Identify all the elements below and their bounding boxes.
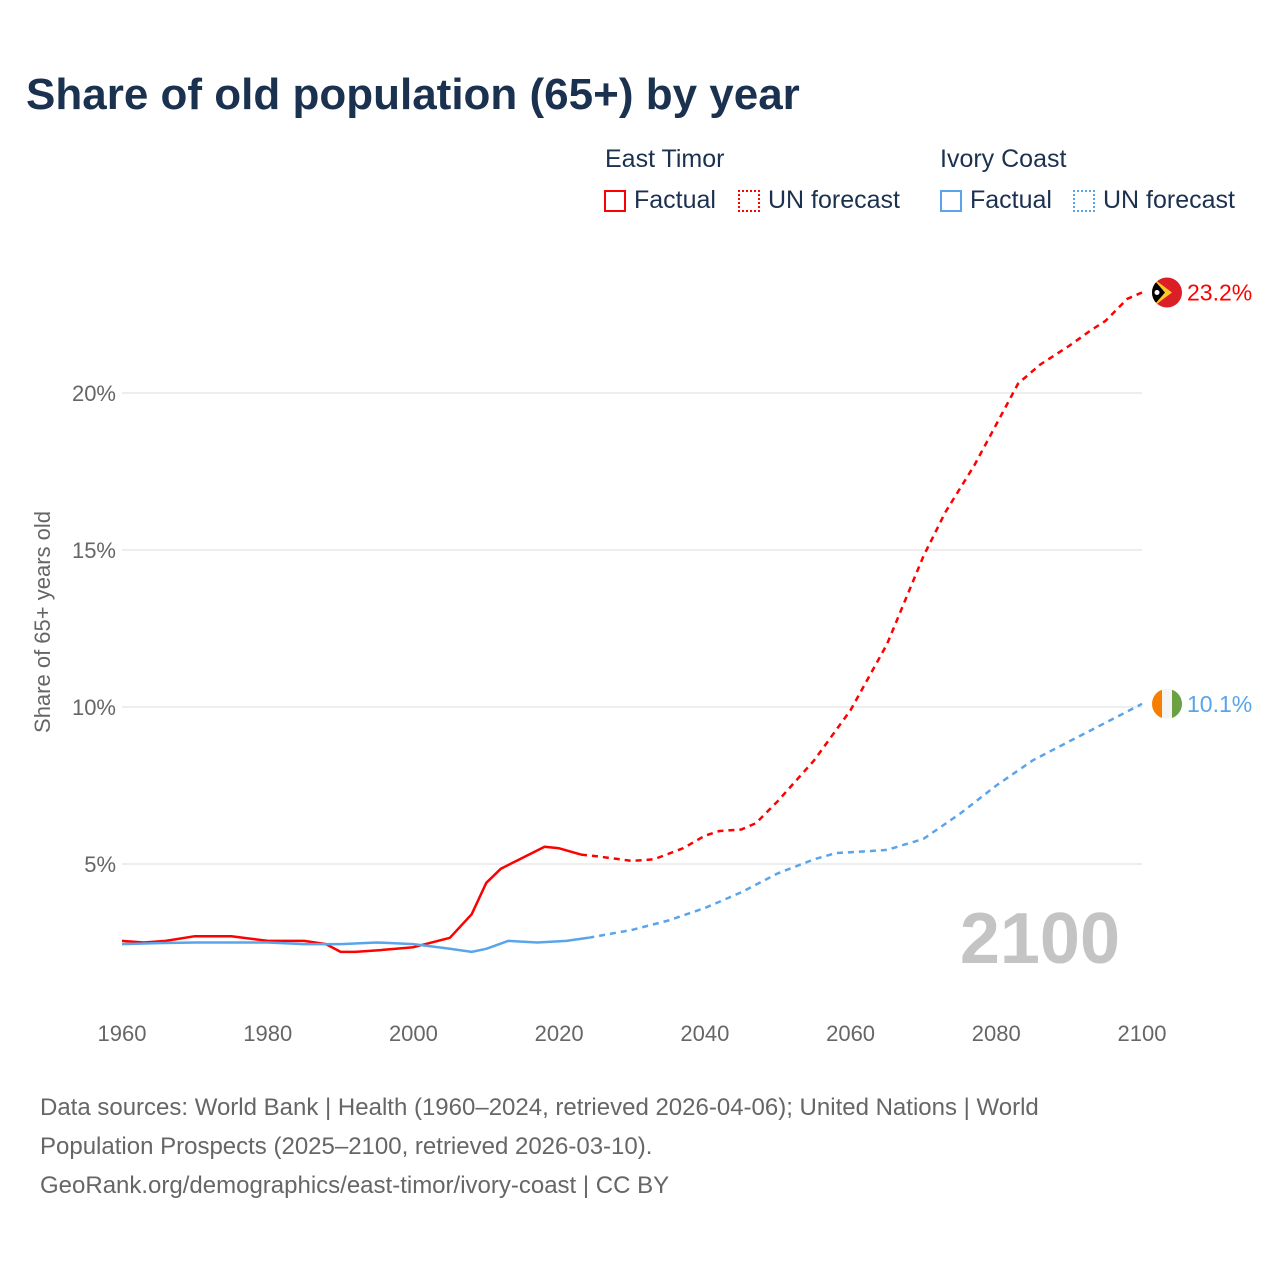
flag-east-timor-icon: [1152, 277, 1182, 308]
legend-group-ivory-coast: Ivory Coast: [940, 145, 1067, 173]
x-tick-label: 1960: [98, 1021, 147, 1046]
flag-green: [1172, 688, 1182, 719]
x-tick-label: 2040: [680, 1021, 729, 1046]
line-ivory-coast-factual: [121, 936, 589, 954]
x-tick-label: 2020: [535, 1021, 584, 1046]
y-tick-label: 5%: [84, 852, 116, 877]
y-tick-label: 10%: [72, 695, 116, 720]
year-watermark: 2100: [960, 899, 1120, 979]
legend-label: Factual: [970, 186, 1052, 214]
flag-ivory-coast-icon: [1152, 688, 1182, 719]
x-tick-label: 2060: [826, 1021, 875, 1046]
legend-ivory-coast-forecast[interactable]: UN forecast: [1073, 186, 1235, 215]
line-ivory-coast-forecast: [588, 702, 1143, 940]
flag-orange: [1152, 688, 1162, 719]
y-tick-label: 20%: [72, 381, 116, 406]
legend-swatch-solid: [604, 189, 626, 212]
legend-group-east-timor: East Timor: [605, 145, 725, 173]
end-label-east-timor: 23.2%: [1187, 280, 1252, 306]
flag-body: [1152, 688, 1182, 719]
legend-label: UN forecast: [768, 186, 900, 214]
legend-swatch-dotted: [1073, 189, 1095, 212]
footer-sources-line2: Population Prospects (2025–2100, retriev…: [40, 1133, 653, 1160]
legend-ivory-coast-factual[interactable]: Factual: [940, 186, 1052, 215]
x-tick-label: 1980: [243, 1021, 292, 1046]
footer: Data sources: World Bank | Health (1960–…: [40, 1088, 1240, 1205]
footer-sources-line1: Data sources: World Bank | Health (1960–…: [40, 1094, 1039, 1121]
legend-swatch-solid: [940, 189, 962, 212]
y-axis-label: Share of 65+ years old: [30, 511, 55, 733]
line-east-timor-forecast: [580, 291, 1143, 863]
x-tick-label: 2000: [389, 1021, 438, 1046]
legend-label: Factual: [634, 186, 716, 214]
flag-body: [1152, 277, 1182, 308]
legend-label: UN forecast: [1103, 186, 1235, 214]
x-tick-label: 2100: [1118, 1021, 1167, 1046]
end-label-ivory-coast: 10.1%: [1187, 691, 1252, 717]
chart-title: Share of old population (65+) by year: [26, 70, 800, 119]
flag-star: [1154, 290, 1160, 296]
legend-east-timor-forecast[interactable]: UN forecast: [738, 186, 900, 215]
flag-white: [1162, 688, 1172, 719]
legend-swatch-dotted: [738, 189, 760, 212]
y-tick-label: 15%: [72, 538, 116, 563]
footer-attribution-link[interactable]: GeoRank.org/demographics/east-timor/ivor…: [40, 1172, 670, 1199]
x-tick-label: 2080: [972, 1021, 1021, 1046]
legend-east-timor-factual[interactable]: Factual: [604, 186, 716, 215]
line-east-timor-factual: [121, 845, 582, 954]
